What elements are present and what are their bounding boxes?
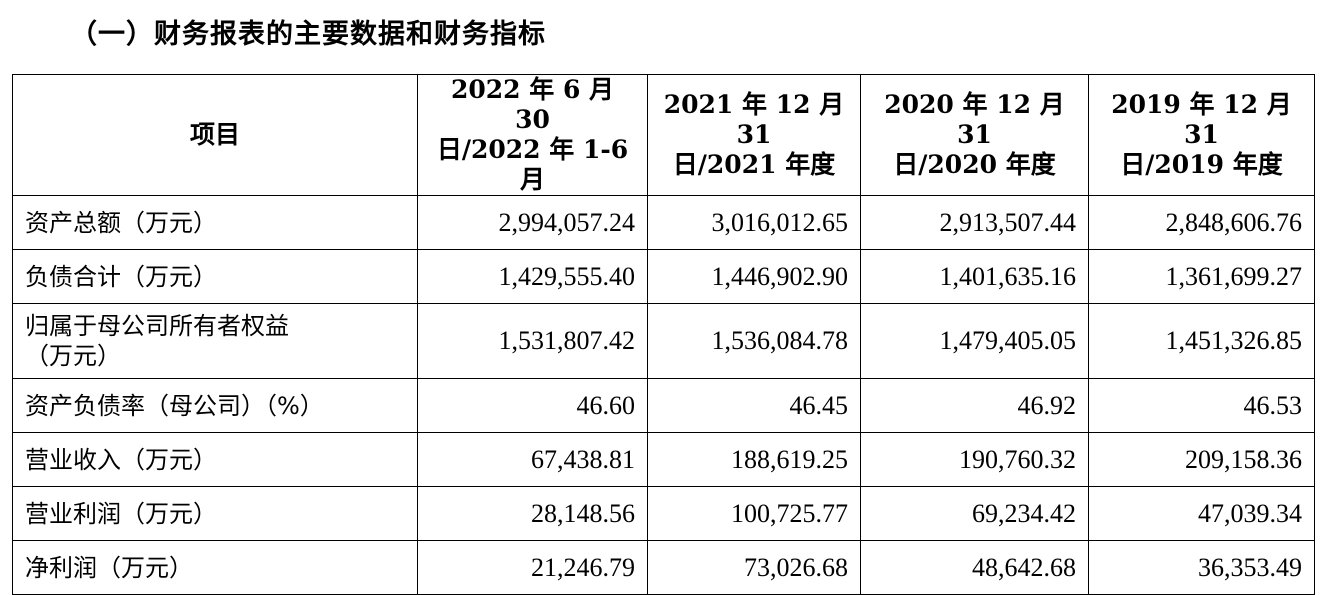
cell-value: 46.92 [860,378,1089,433]
cell-value: 3,016,012.65 [647,195,861,250]
cell-value: 1,429,555.40 [417,249,648,304]
table-row: 负债合计（万元） 1,429,555.40 1,446,902.90 1,401… [12,249,1315,304]
header-col-2019: 2019 年 12 月 31 日/2019 年度 [1088,74,1315,196]
cell-value: 1,451,326.85 [1088,303,1315,379]
row-label: 资产负债率（母公司）（%） [12,378,418,433]
table-row: 资产负债率（母公司）（%） 46.60 46.45 46.92 46.53 [12,378,1315,433]
header-col-2022h1: 2022 年 6 月 30 日/2022 年 1-6 月 [417,74,648,196]
cell-value: 188,619.25 [647,432,861,487]
cell-value: 47,039.34 [1088,486,1315,541]
header-col-2021: 2021 年 12 月 31 日/2021 年度 [647,74,861,196]
cell-value: 1,479,405.05 [860,303,1089,379]
table-row: 归属于母公司所有者权益 （万元） 1,531,807.42 1,536,084.7… [12,303,1315,379]
cell-value: 1,536,084.78 [647,303,861,379]
row-label: 资产总额（万元） [12,195,418,250]
cell-value: 73,026.68 [647,540,861,595]
cell-value: 1,401,635.16 [860,249,1089,304]
table-row: 净利润（万元） 21,246.79 73,026.68 48,642.68 36… [12,540,1315,595]
cell-value: 46.53 [1088,378,1315,433]
row-label: 负债合计（万元） [12,249,418,304]
cell-value: 21,246.79 [417,540,648,595]
table-header-row: 项目 2022 年 6 月 30 日/2022 年 1-6 月 2021 年 12… [12,74,1315,196]
header-item: 项目 [12,74,418,196]
table-row: 营业收入（万元） 67,438.81 188,619.25 190,760.32… [12,432,1315,487]
row-label: 营业利润（万元） [12,486,418,541]
financial-data-table: 项目 2022 年 6 月 30 日/2022 年 1-6 月 2021 年 12… [12,74,1315,595]
row-label: 净利润（万元） [12,540,418,595]
table-row: 营业利润（万元） 28,148.56 100,725.77 69,234.42 … [12,486,1315,541]
cell-value: 209,158.36 [1088,432,1315,487]
cell-value: 36,353.49 [1088,540,1315,595]
cell-value: 46.60 [417,378,648,433]
cell-value: 67,438.81 [417,432,648,487]
cell-value: 46.45 [647,378,861,433]
row-label: 营业收入（万元） [12,432,418,487]
section-heading: （一）财务报表的主要数据和财务指标 [70,19,546,50]
cell-value: 2,994,057.24 [417,195,648,250]
cell-value: 1,361,699.27 [1088,249,1315,304]
cell-value: 2,848,606.76 [1088,195,1315,250]
header-col-2020: 2020 年 12 月 31 日/2020 年度 [860,74,1089,196]
cell-value: 190,760.32 [860,432,1089,487]
cell-value: 28,148.56 [417,486,648,541]
cell-value: 48,642.68 [860,540,1089,595]
cell-value: 69,234.42 [860,486,1089,541]
cell-value: 2,913,507.44 [860,195,1089,250]
cell-value: 1,446,902.90 [647,249,861,304]
cell-value: 100,725.77 [647,486,861,541]
row-label: 归属于母公司所有者权益 （万元） [12,303,418,379]
table-row: 资产总额（万元） 2,994,057.24 3,016,012.65 2,913… [12,195,1315,250]
cell-value: 1,531,807.42 [417,303,648,379]
